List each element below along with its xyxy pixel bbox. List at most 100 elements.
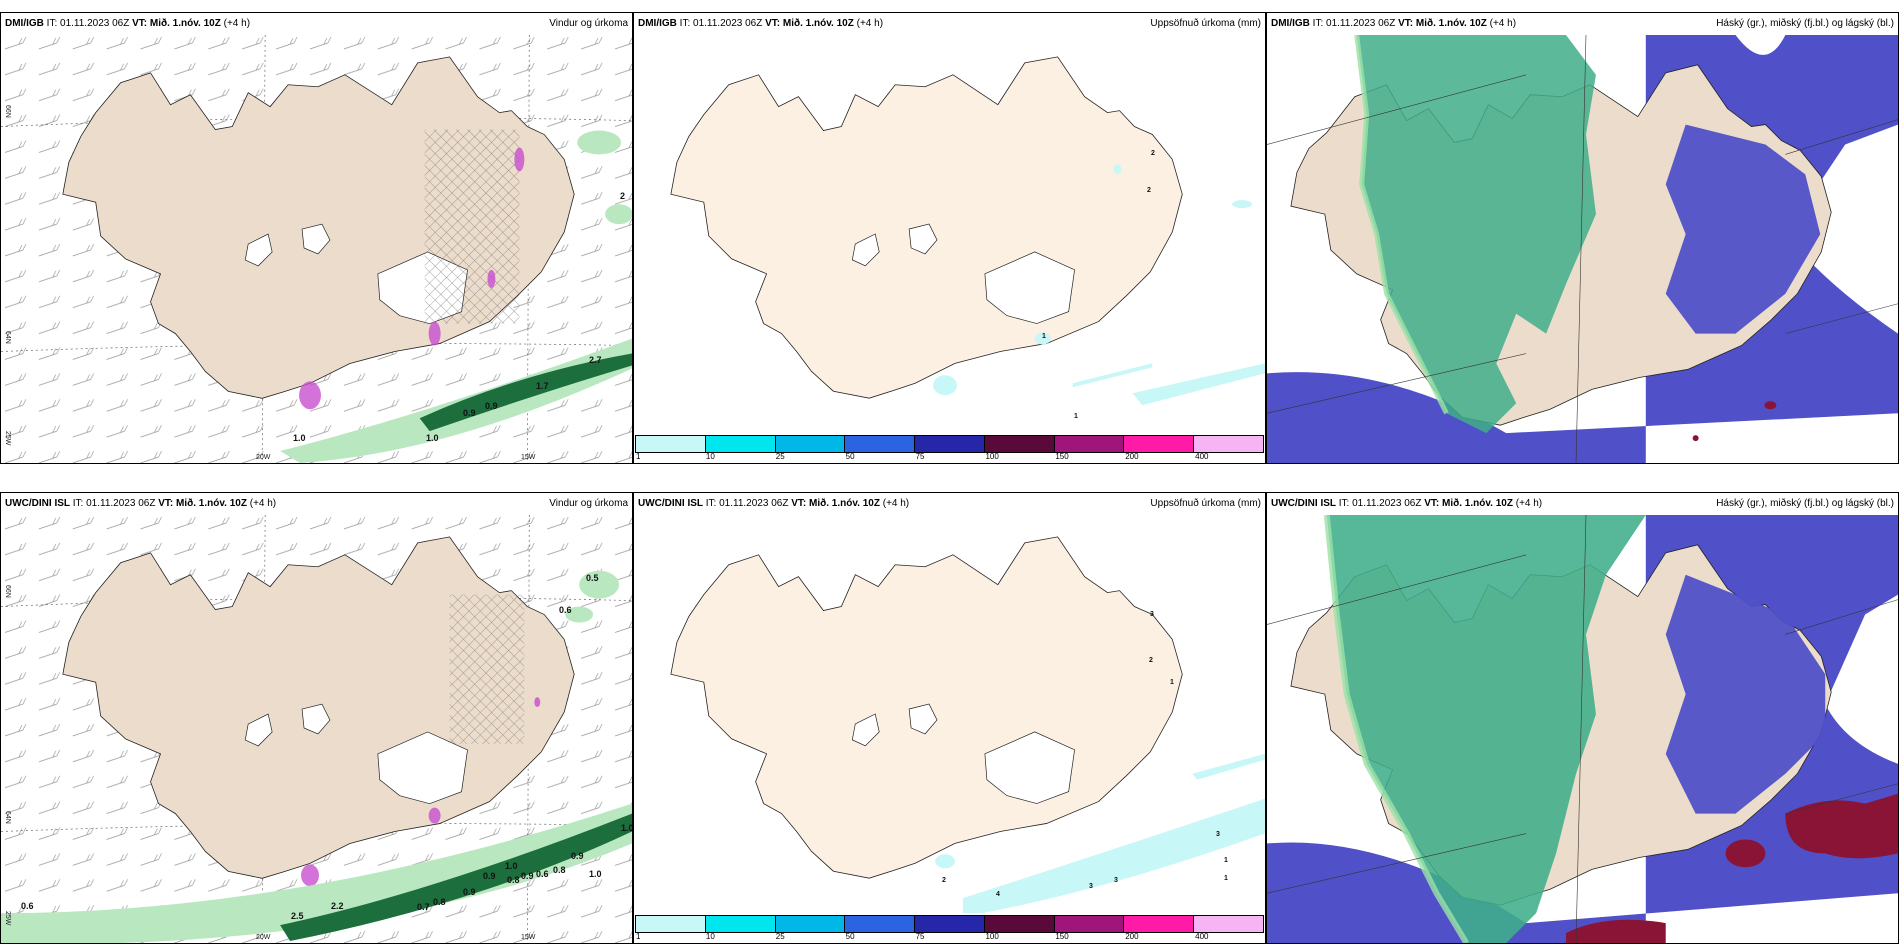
colorbar-cell (915, 436, 985, 452)
contour-label: 1.0 (589, 869, 602, 879)
contour-label: 0.9 (521, 871, 534, 881)
contour-label: 0.6 (536, 869, 549, 879)
graticule (1267, 35, 1898, 463)
contour-label: 0.6 (559, 605, 572, 615)
contour-label: 0.8 (433, 897, 446, 907)
colorbar-cell (1124, 916, 1195, 932)
colorbar-tick: 50 (845, 932, 855, 941)
colorbar-tick: 10 (705, 932, 715, 941)
lead-time: (+4 h) (1515, 498, 1543, 509)
contour-label: 1 (1042, 333, 1046, 340)
vt-label: VT: (132, 18, 148, 29)
contour-label: 1.0 (293, 433, 306, 443)
contour-label: 0.8 (553, 865, 566, 875)
model-source: UWC/DINI ISL (1271, 498, 1336, 509)
panel-clouds-dmi: DMI/IGB IT: 01.11.2023 06Z VT: Mið. 1.nó… (1266, 12, 1899, 464)
lead-time: (+4 h) (223, 18, 251, 29)
init-time: 01.11.2023 06Z (60, 18, 130, 29)
valid-time: Mið. 1.nóv. 10Z (1442, 498, 1513, 509)
it-label: IT: (46, 18, 58, 29)
contour-label: 1.0 (505, 861, 518, 871)
colorbar-cell (636, 916, 706, 932)
valid-time: Mið. 1.nóv. 10Z (782, 18, 854, 29)
contour-label: 4 (996, 891, 1000, 898)
panel-clouds-uwc: UWC/DINI ISL IT: 01.11.2023 06Z VT: Mið.… (1266, 492, 1899, 944)
contour-label: 1 (1170, 679, 1174, 686)
contour-label: 1.7 (536, 381, 549, 391)
purple-precip (299, 147, 525, 410)
contour-label: 1 (1224, 857, 1228, 864)
colorbar-cell (1124, 436, 1195, 452)
colorbar-tick: 25 (775, 452, 785, 461)
panel-title: Vindur og úrkoma (549, 18, 628, 29)
panel-header: DMI/IGB IT: 01.11.2023 06Z VT: Mið. 1.nó… (634, 13, 1265, 35)
colorbar-cell (1194, 436, 1264, 452)
precip-map (634, 515, 1265, 913)
panel-precip-dmi: DMI/IGB IT: 01.11.2023 06Z VT: Mið. 1.nó… (633, 12, 1266, 464)
purple-precip (301, 697, 541, 887)
lon-label-20w: 20W (256, 454, 271, 461)
init-time: 01.11.2023 06Z (1352, 498, 1422, 509)
it-label: IT: (1312, 18, 1324, 29)
vt-label: VT: (765, 18, 781, 29)
panel-title: Uppsöfnuð úrkoma (mm) (1150, 18, 1261, 29)
init-time: 01.11.2023 06Z (86, 498, 156, 509)
colorbar-tick: 50 (845, 452, 855, 461)
colorbar-cells (635, 435, 1264, 453)
valid-time: Mið. 1.nóv. 10Z (176, 498, 247, 509)
wind-map (1, 515, 632, 943)
contour-label: 0.7 (417, 902, 430, 912)
hatch-precip (449, 594, 525, 744)
lon-label-25w: 25W (4, 911, 11, 926)
colorbar-ticks: 1 10 25 50 75 100 150 200 400 (635, 452, 1264, 462)
colorbar-cell (775, 436, 846, 452)
contour-label: 2 (1147, 187, 1151, 194)
contour-label: 1.0 (621, 823, 633, 833)
colorbar-tick: 200 (1125, 452, 1139, 461)
contour-label: 2 (942, 877, 946, 884)
graticule (1267, 515, 1898, 943)
vt-label: VT: (1398, 18, 1414, 29)
contour-label: 0.9 (463, 887, 476, 897)
lat-label-64n: 64N (4, 811, 11, 824)
lead-time: (+4 h) (1489, 18, 1517, 29)
contour-label: 2.5 (291, 911, 304, 921)
it-label: IT: (705, 498, 717, 509)
colorbar-tick: 1 (636, 932, 641, 941)
contour-label: 2 (1149, 657, 1153, 664)
mid-cloud-over-land (1665, 124, 1821, 334)
contour-label: 1 (1074, 413, 1078, 420)
green-precip (280, 130, 632, 463)
panel-wind-dmi: DMI/IGB IT: 01.11.2023 06Z VT: Mið. 1.nó… (0, 12, 633, 464)
contour-label: 0.9 (483, 871, 496, 881)
deep-cloud-spots (1566, 793, 1898, 943)
glaciers (851, 703, 1075, 804)
colorbar-cell (915, 916, 985, 932)
lon-label-15w: 15W (521, 454, 536, 461)
contour-label: 2.2 (331, 901, 344, 911)
vt-label: VT: (791, 498, 807, 509)
lon-label-25w: 25W (4, 431, 11, 446)
colorbar-cell (845, 916, 916, 932)
colorbar-tick: 100 (985, 452, 999, 461)
contour-label: 2 (1151, 150, 1155, 157)
high-cloud-edge (1323, 515, 1469, 943)
contour-label: 0.9 (463, 408, 476, 418)
model-source: DMI/IGB (1271, 18, 1310, 29)
panel-header: DMI/IGB IT: 01.11.2023 06Z VT: Mið. 1.nó… (1, 13, 632, 35)
panel-header: UWC/DINI ISL IT: 01.11.2023 06Z VT: Mið.… (1267, 493, 1898, 515)
colorbar-cell (705, 916, 776, 932)
colorbar-tick: 75 (915, 932, 925, 941)
init-time: 01.11.2023 06Z (1326, 18, 1396, 29)
panel-title: Uppsöfnuð úrkoma (mm) (1150, 498, 1261, 509)
colorbar-tick: 100 (985, 932, 999, 941)
contour-label: 0.5 (586, 573, 599, 583)
glaciers (851, 223, 1075, 324)
panel-title: Háský (gr.), miðský (fj.bl.) og lágský (… (1716, 498, 1894, 509)
colorbar-cell (1194, 916, 1264, 932)
lead-time: (+4 h) (856, 18, 884, 29)
it-label: IT: (72, 498, 84, 509)
init-time: 01.11.2023 06Z (693, 18, 763, 29)
precip-colorbar: 1 10 25 50 75 100 150 200 400 (634, 913, 1265, 943)
lat-label-66n: 66N (4, 585, 11, 598)
